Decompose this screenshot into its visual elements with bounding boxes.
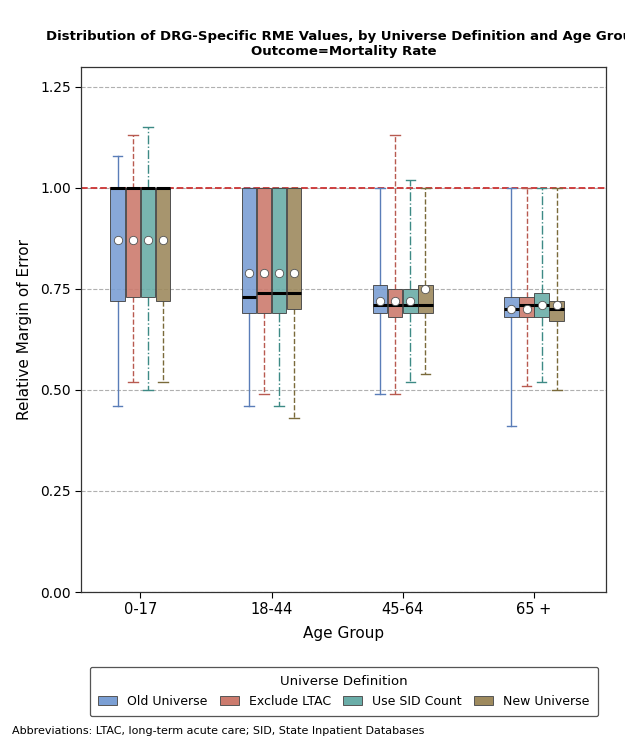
- Text: Abbreviations: LTAC, long-term acute care; SID, State Inpatient Databases: Abbreviations: LTAC, long-term acute car…: [12, 726, 425, 736]
- Bar: [403, 289, 418, 313]
- Bar: [141, 188, 155, 297]
- Bar: [549, 301, 564, 321]
- Bar: [257, 188, 271, 313]
- Bar: [126, 188, 140, 297]
- Bar: [388, 289, 402, 317]
- Bar: [242, 188, 256, 313]
- Bar: [519, 297, 534, 317]
- Bar: [418, 285, 432, 313]
- Bar: [272, 188, 286, 313]
- Bar: [504, 297, 519, 317]
- Bar: [287, 188, 301, 309]
- Legend: Old Universe, Exclude LTAC, Use SID Count, New Universe: Old Universe, Exclude LTAC, Use SID Coun…: [89, 667, 598, 716]
- Bar: [373, 285, 388, 313]
- Title: Distribution of DRG-Specific RME Values, by Universe Definition and Age Group
Ou: Distribution of DRG-Specific RME Values,…: [46, 30, 625, 58]
- X-axis label: Age Group: Age Group: [303, 626, 384, 641]
- Bar: [534, 293, 549, 317]
- Bar: [156, 188, 170, 301]
- Bar: [111, 188, 125, 301]
- Y-axis label: Relative Margin of Error: Relative Margin of Error: [17, 239, 32, 420]
